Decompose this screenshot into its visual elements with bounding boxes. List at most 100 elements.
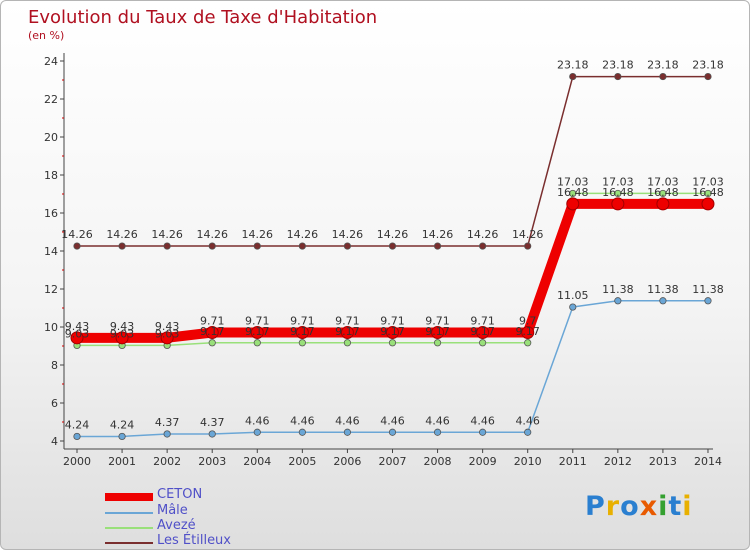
legend-swatch-les-etilleux bbox=[105, 542, 153, 544]
data-label-m-le: 4.24 bbox=[110, 418, 135, 431]
data-label-ceton: 16.48 bbox=[647, 186, 679, 199]
data-point-les-tilleux bbox=[73, 242, 81, 250]
x-tick-label: 2012 bbox=[604, 455, 632, 468]
data-point-les-tilleux bbox=[659, 72, 667, 81]
data-point-ceton bbox=[205, 326, 219, 340]
data-point-m-le bbox=[208, 430, 216, 438]
data-point-ceton bbox=[160, 331, 174, 345]
data-label-avez-: 17.03 bbox=[557, 175, 589, 188]
proxiti-logo: Proxiti bbox=[585, 491, 693, 522]
data-label-avez-: 17.03 bbox=[692, 175, 724, 188]
data-point-m-le bbox=[163, 430, 171, 438]
data-point-avez- bbox=[704, 189, 712, 198]
y-tick-label: 18 bbox=[44, 169, 58, 182]
data-label-les-tilleux: 14.26 bbox=[467, 228, 499, 241]
data-label-ceton: 16.48 bbox=[557, 186, 589, 199]
data-label-ceton: 9.43 bbox=[65, 320, 90, 333]
data-point-avez- bbox=[298, 339, 306, 347]
data-label-avez-: 17.03 bbox=[602, 175, 634, 188]
data-label-les-tilleux: 14.26 bbox=[242, 228, 274, 241]
data-label-m-le: 4.37 bbox=[155, 416, 180, 429]
data-point-m-le bbox=[524, 428, 532, 436]
data-point-m-le bbox=[343, 428, 352, 436]
data-point-m-le bbox=[118, 432, 126, 441]
x-tick-label: 2003 bbox=[198, 455, 226, 468]
data-label-ceton: 9.71 bbox=[245, 315, 270, 328]
data-point-ceton bbox=[70, 331, 84, 345]
data-point-m-le bbox=[298, 428, 306, 436]
data-label-les-tilleux: 14.26 bbox=[106, 228, 138, 241]
data-point-les-tilleux bbox=[569, 72, 577, 81]
data-label-ceton: 9.71 bbox=[290, 315, 315, 328]
data-label-les-tilleux: 14.26 bbox=[332, 228, 364, 241]
data-point-ceton bbox=[476, 326, 490, 340]
data-point-ceton bbox=[656, 197, 670, 211]
data-point-m-le bbox=[614, 297, 622, 305]
data-point-les-tilleux bbox=[343, 242, 352, 250]
data-point-ceton bbox=[431, 326, 445, 340]
data-point-m-le bbox=[479, 428, 487, 436]
data-label-m-le: 4.37 bbox=[200, 416, 225, 429]
x-tick-label: 2000 bbox=[63, 455, 91, 468]
x-tick-label: 2006 bbox=[333, 455, 361, 468]
data-point-les-tilleux bbox=[433, 242, 442, 250]
data-point-les-tilleux bbox=[479, 242, 487, 250]
data-label-m-le: 4.46 bbox=[290, 414, 315, 427]
data-point-avez- bbox=[208, 339, 216, 347]
y-tick-label: 4 bbox=[51, 435, 58, 448]
data-label-ceton: 9.43 bbox=[155, 320, 180, 333]
data-label-ceton: 9.71 bbox=[335, 315, 360, 328]
x-tick-label: 2010 bbox=[514, 455, 542, 468]
x-tick-label: 2013 bbox=[649, 455, 677, 468]
data-label-les-tilleux: 14.26 bbox=[61, 228, 93, 241]
x-tick-label: 2005 bbox=[288, 455, 316, 468]
x-tick-label: 2007 bbox=[378, 455, 406, 468]
y-tick-label: 10 bbox=[44, 321, 58, 334]
y-tick-label: 6 bbox=[51, 397, 58, 410]
y-tick-label: 22 bbox=[44, 93, 58, 106]
x-tick-label: 2009 bbox=[469, 455, 497, 468]
data-label-les-tilleux: 14.26 bbox=[377, 228, 409, 241]
data-point-m-le bbox=[253, 428, 261, 436]
legend-label-les-etilleux: Les Étilleux bbox=[157, 533, 231, 548]
data-label-ceton: 9.71 bbox=[380, 315, 405, 328]
data-label-avez-: 9.03 bbox=[110, 327, 135, 340]
data-label-ceton: 9.43 bbox=[110, 320, 135, 333]
data-point-ceton bbox=[385, 326, 399, 340]
data-label-ceton: 9.71 bbox=[200, 315, 225, 328]
data-label-avez-: 9.17 bbox=[425, 325, 450, 338]
data-point-avez- bbox=[388, 339, 397, 347]
data-point-avez- bbox=[614, 189, 622, 198]
data-point-les-tilleux bbox=[298, 242, 306, 250]
data-point-les-tilleux bbox=[163, 242, 171, 250]
data-point-m-le bbox=[659, 297, 667, 305]
data-point-ceton bbox=[566, 197, 580, 211]
data-label-ceton: 9.71 bbox=[425, 315, 450, 328]
data-point-avez- bbox=[479, 339, 487, 347]
data-point-m-le bbox=[433, 428, 442, 436]
data-label-avez-: 9.17 bbox=[470, 325, 495, 338]
data-label-m-le: 11.38 bbox=[647, 283, 679, 296]
data-point-avez- bbox=[343, 339, 352, 347]
data-point-m-le bbox=[704, 297, 712, 305]
data-label-les-tilleux: 23.18 bbox=[647, 59, 679, 72]
data-label-m-le: 4.46 bbox=[470, 414, 495, 427]
data-point-les-tilleux bbox=[524, 242, 532, 250]
data-point-m-le bbox=[73, 432, 81, 441]
data-point-avez- bbox=[433, 339, 442, 347]
data-label-les-tilleux: 14.26 bbox=[422, 228, 454, 241]
data-label-m-le: 4.46 bbox=[515, 414, 540, 427]
data-point-avez- bbox=[524, 339, 532, 347]
x-tick-label: 2001 bbox=[108, 455, 136, 468]
data-label-les-tilleux: 23.18 bbox=[557, 59, 589, 72]
data-label-ceton: 16.48 bbox=[692, 186, 724, 199]
data-point-m-le bbox=[388, 428, 397, 436]
data-label-ceton: 9.7 bbox=[519, 315, 537, 328]
y-tick-label: 24 bbox=[44, 55, 58, 68]
x-tick-label: 2004 bbox=[243, 455, 271, 468]
data-point-ceton bbox=[701, 197, 715, 211]
data-point-ceton bbox=[611, 197, 625, 211]
data-point-ceton bbox=[115, 331, 129, 345]
